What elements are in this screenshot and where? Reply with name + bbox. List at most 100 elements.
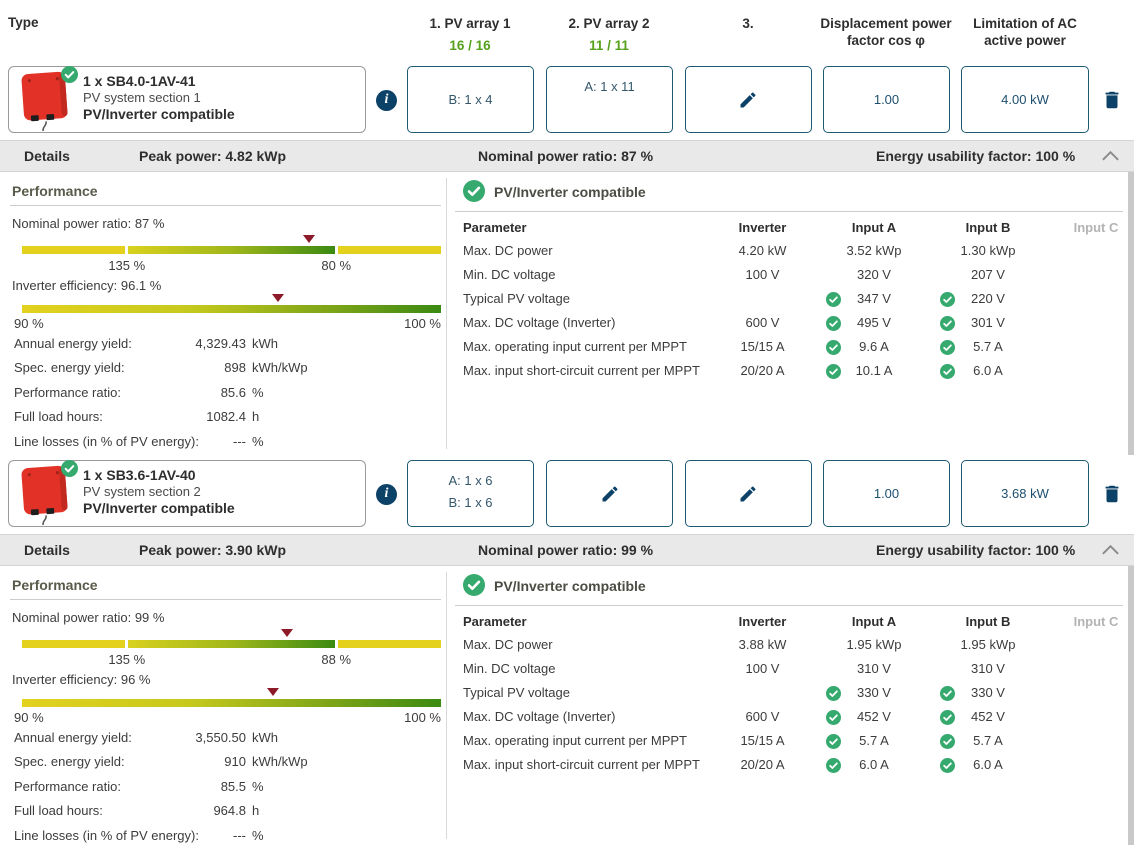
performance-heading: Performance <box>12 577 98 593</box>
column-header-ac-limit: Limitation of AC active power <box>973 16 1077 48</box>
divider <box>455 605 1123 606</box>
efficiency-gauge-label: Inverter efficiency: 96 % <box>12 672 151 687</box>
collapse-chevron-icon[interactable] <box>1101 150 1120 162</box>
ok-check-icon <box>940 340 955 355</box>
table-row: Min. DC voltage 100 V 320 V 207 V <box>463 267 1005 282</box>
energy-usability-factor-value: Energy usability factor: 100 % <box>876 542 1076 558</box>
ok-check-icon <box>826 292 841 307</box>
info-icon[interactable]: i <box>376 90 397 111</box>
inverter-card-1[interactable]: 1 x SB4.0-1AV-41 PV system section 1 PV/… <box>8 66 366 133</box>
ok-check-icon <box>826 710 841 725</box>
stat-annual-energy-yield: Annual energy yield: 3,550.50 kWh <box>14 730 278 745</box>
delete-inverter-button-row2[interactable] <box>1101 482 1123 506</box>
details-bar-row2[interactable]: Details Peak power: 3.90 kWp Nominal pow… <box>0 534 1134 566</box>
npr-gauge-left-bound: 135 % <box>108 652 146 667</box>
efficiency-gauge <box>22 294 441 313</box>
pv-array-2-assignment-row1[interactable]: A: 1 x 11 <box>546 66 673 133</box>
details-label: Details <box>24 542 70 558</box>
stat-line-losses: Line losses (in % of PV energy): --- % <box>14 434 264 449</box>
collapse-chevron-icon[interactable] <box>1101 544 1120 556</box>
ok-check-icon <box>940 686 955 701</box>
inverter-status: PV/Inverter compatible <box>83 106 235 122</box>
ok-check-icon <box>826 316 841 331</box>
panel-scrollbar[interactable] <box>1128 566 1134 845</box>
inverter-section: PV system section 2 <box>83 484 201 499</box>
peak-power-value: Peak power: 4.82 kWp <box>139 148 287 164</box>
table-row: Max. input short-circuit current per MPP… <box>463 757 1003 773</box>
details-panel-row2: Performance Nominal power ratio: 99 % 13… <box>0 566 1134 845</box>
table-row: Max. DC voltage (Inverter) 600 V 495 V 3… <box>463 315 1005 331</box>
efficiency-gauge-label: Inverter efficiency: 96.1 % <box>12 278 162 293</box>
npr-gauge-left-bound: 135 % <box>108 258 146 273</box>
ok-check-icon <box>826 364 841 379</box>
pv-array-3-edit-row2[interactable] <box>684 460 812 527</box>
npr-gauge-marker <box>281 629 294 637</box>
column-header-pv-array-2: 2. PV array 2 <box>568 16 650 31</box>
compatible-check-icon <box>61 66 78 83</box>
ok-check-icon <box>940 364 955 379</box>
compatible-check-icon <box>463 574 485 596</box>
divider <box>10 205 441 206</box>
column-header-type: Type <box>8 15 39 30</box>
pencil-icon <box>740 485 756 501</box>
cos-phi-field-row2[interactable]: 1.00 <box>823 460 950 527</box>
table-row: Max. operating input current per MPPT 15… <box>463 339 1003 355</box>
compatibility-status: PV/Inverter compatible <box>494 184 646 200</box>
stat-spec-energy-yield: Spec. energy yield: 898 kWh/kWp <box>14 360 308 375</box>
stat-annual-energy-yield: Annual energy yield: 4,329.43 kWh <box>14 336 278 351</box>
table-row: Typical PV voltage 330 V 330 V <box>463 685 1005 701</box>
table-row: Max. operating input current per MPPT 15… <box>463 733 1003 749</box>
peak-power-value: Peak power: 3.90 kWp <box>139 542 287 558</box>
inverter-status: PV/Inverter compatible <box>83 500 235 516</box>
column-header-pv-array-3: 3. <box>742 16 754 31</box>
table-row: Max. DC power 3.88 kW 1.95 kWp 1.95 kWp <box>463 637 1016 652</box>
efficiency-gauge-max: 100 % <box>404 316 441 331</box>
table-header-row: Parameter Inverter Input A Input B Input… <box>463 614 1119 629</box>
npr-gauge-label: Nominal power ratio: 99 % <box>12 610 165 625</box>
ok-check-icon <box>940 710 955 725</box>
npr-gauge-right-bound: 88 % <box>321 652 352 667</box>
ok-check-icon <box>940 734 955 749</box>
cos-phi-field-row1[interactable]: 1.00 <box>823 66 950 133</box>
divider <box>455 211 1123 212</box>
pv-array-2-module-count: 11 / 11 <box>589 38 629 53</box>
column-header-cos-phi: Displacement power factor cos φ <box>820 16 952 48</box>
stat-performance-ratio: Performance ratio: 85.5 % <box>14 779 264 794</box>
nominal-power-ratio-value: Nominal power ratio: 87 % <box>478 148 654 164</box>
stat-spec-energy-yield: Spec. energy yield: 910 kWh/kWp <box>14 754 308 769</box>
npr-gauge-marker <box>303 235 316 243</box>
table-row: Min. DC voltage 100 V 310 V 310 V <box>463 661 1005 676</box>
pv-array-3-edit-row1[interactable] <box>684 66 812 133</box>
pv-array-1-assignment-row2[interactable]: A: 1 x 6 B: 1 x 6 <box>407 460 534 527</box>
inverter-card-2[interactable]: 1 x SB3.6-1AV-40 PV system section 2 PV/… <box>8 460 366 527</box>
divider <box>10 599 441 600</box>
compatible-check-icon <box>61 460 78 477</box>
stat-performance-ratio: Performance ratio: 85.6 % <box>14 385 264 400</box>
panel-divider <box>446 178 447 449</box>
table-row: Max. DC power 4.20 kW 3.52 kWp 1.30 kWp <box>463 243 1016 258</box>
details-bar-row1[interactable]: Details Peak power: 4.82 kWp Nominal pow… <box>0 140 1134 172</box>
delete-inverter-button-row1[interactable] <box>1101 88 1123 112</box>
efficiency-gauge-min: 90 % <box>14 316 44 331</box>
column-header-pv-array-1: 1. PV array 1 <box>429 16 511 31</box>
ac-limit-field-row2[interactable]: 3.68 kW <box>961 460 1089 527</box>
efficiency-gauge <box>22 688 441 707</box>
pv-array-1-assignment-row1[interactable]: B: 1 x 4 <box>407 66 534 133</box>
compatibility-status: PV/Inverter compatible <box>494 578 646 594</box>
inverter-section: PV system section 1 <box>83 90 201 105</box>
panel-scrollbar[interactable] <box>1128 172 1134 455</box>
table-row: Typical PV voltage 347 V 220 V <box>463 291 1005 307</box>
pv-array-1-module-count: 16 / 16 <box>449 38 491 53</box>
pv-array-2-edit-row2[interactable] <box>546 460 673 527</box>
efficiency-gauge-marker <box>267 688 280 696</box>
info-icon[interactable]: i <box>376 484 397 505</box>
inverter-title: 1 x SB4.0-1AV-41 <box>83 73 196 89</box>
details-label: Details <box>24 148 70 164</box>
pencil-icon <box>602 485 618 501</box>
ok-check-icon <box>940 292 955 307</box>
ac-limit-field-row1[interactable]: 4.00 kW <box>961 66 1089 133</box>
npr-gauge-label: Nominal power ratio: 87 % <box>12 216 165 231</box>
npr-gauge-right-bound: 80 % <box>321 258 352 273</box>
efficiency-gauge-max: 100 % <box>404 710 441 725</box>
